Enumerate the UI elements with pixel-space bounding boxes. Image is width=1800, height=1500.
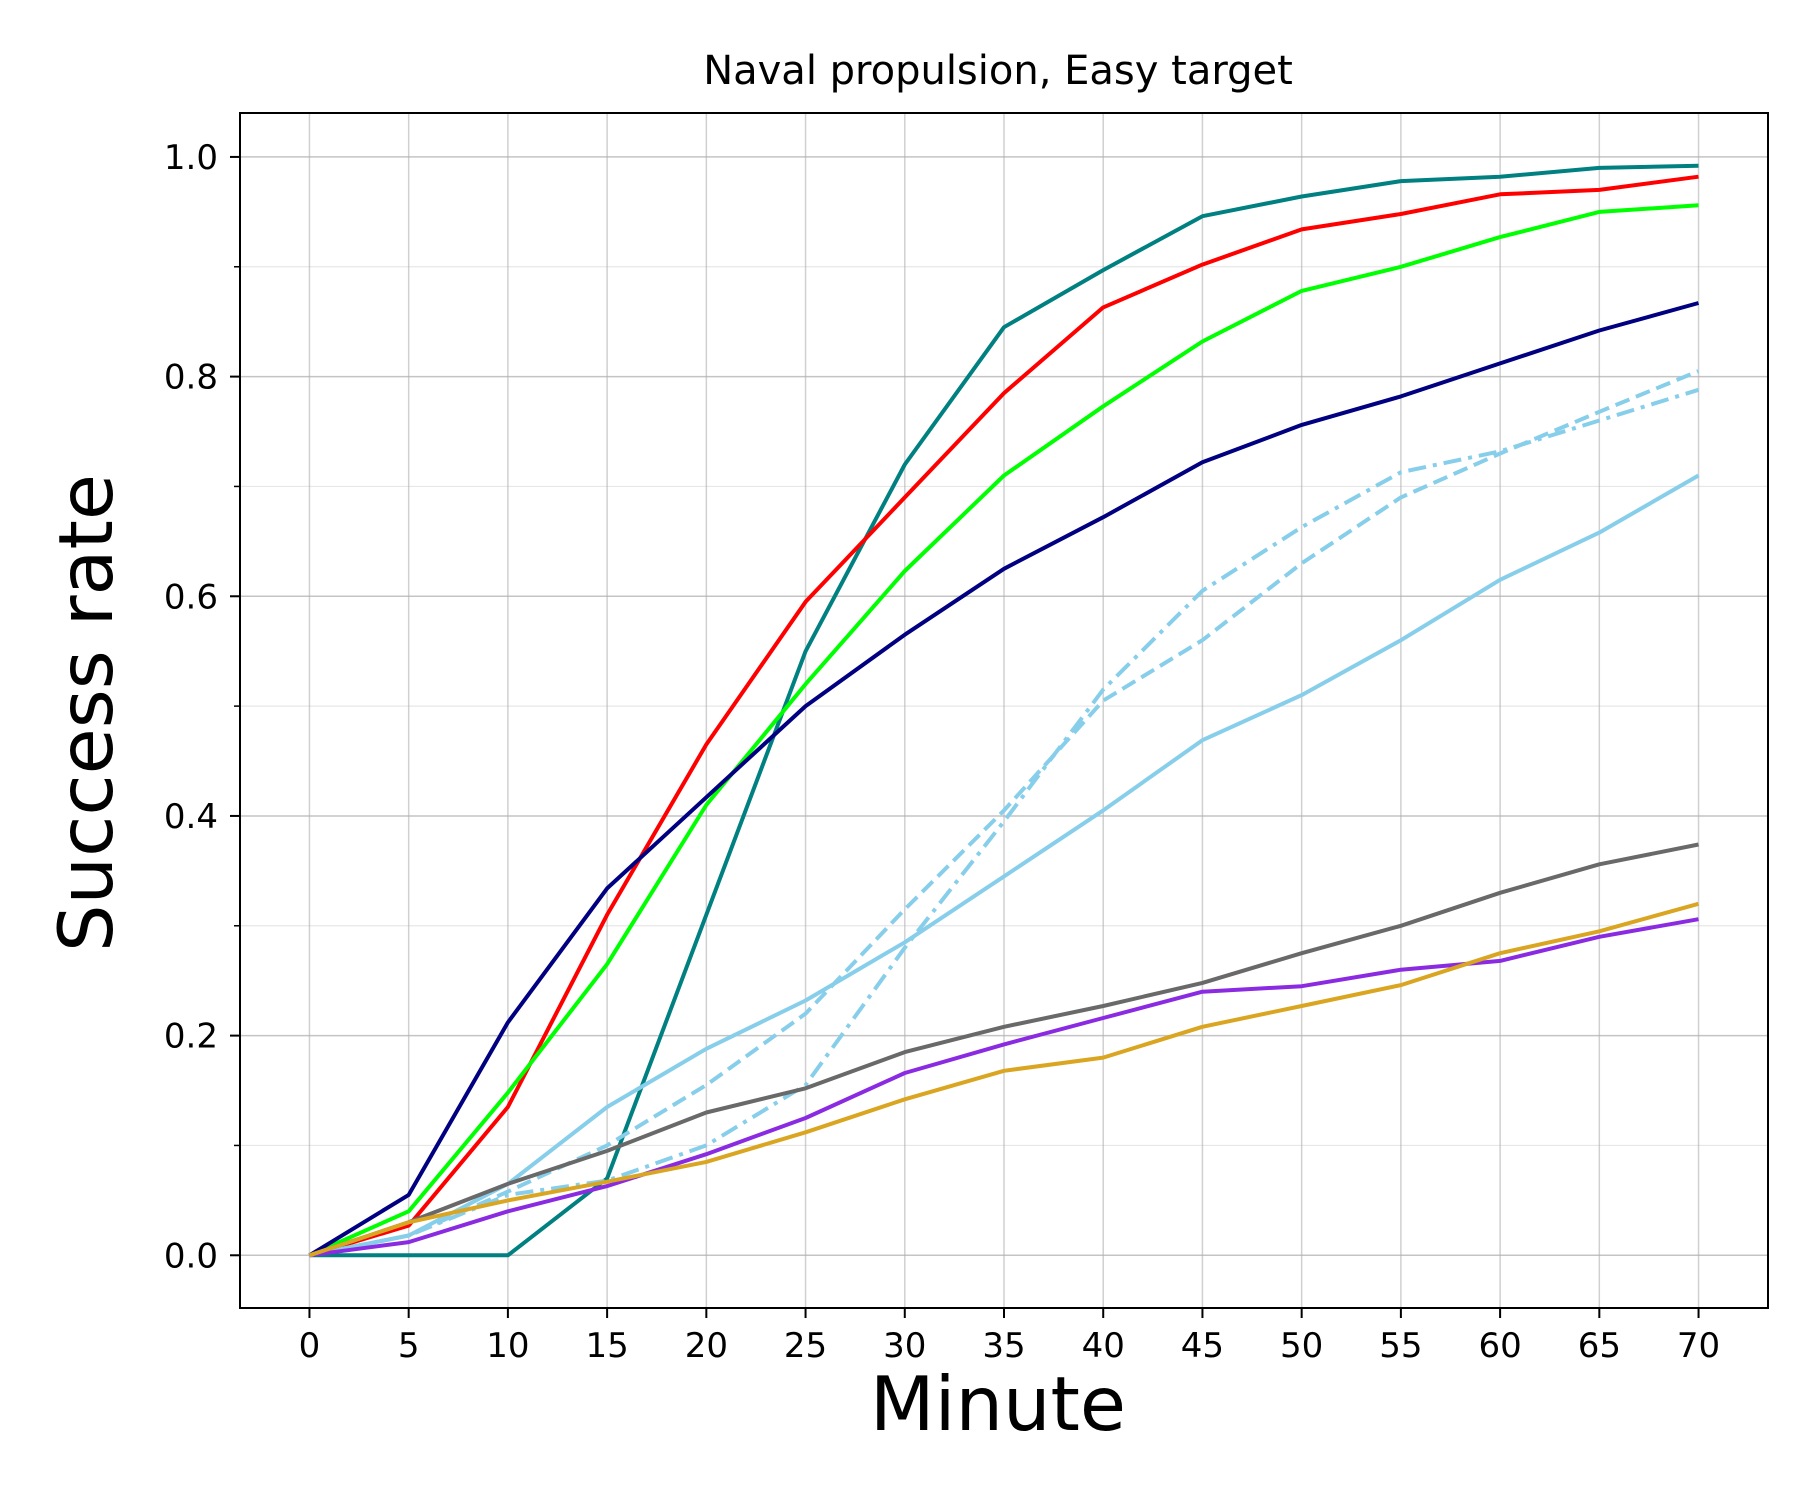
y-tick-label: 0.8 [164,358,218,398]
x-axis-title: Minute [870,1360,1126,1448]
series-line-1 [309,163,1699,1258]
x-tick-label: 45 [1181,1326,1224,1366]
x-tick-label: 40 [1082,1326,1125,1366]
y-tick-label: 0.6 [164,577,218,617]
x-tick-label: 60 [1478,1326,1521,1366]
x-tick-label: 5 [398,1326,420,1366]
series-line-2 [308,174,1699,1258]
x-tick-label: 70 [1677,1326,1720,1366]
x-tick-label: 10 [486,1326,529,1366]
x-tick-label: 35 [982,1326,1025,1366]
y-tick-label: 0.4 [164,797,218,837]
series-line-6 [309,369,1700,1258]
series-line-5 [309,387,1700,1258]
x-tick-label: 15 [585,1326,628,1366]
x-tick-label: 20 [685,1326,728,1366]
grid [240,113,1768,1308]
y-tick-label: 0.0 [164,1236,218,1276]
x-tick-labels: 0 5 10 15 20 25 30 35 40 45 50 55 60 65 70 [299,1326,1721,1366]
series-line-7 [309,473,1700,1258]
x-tick-label: 50 [1280,1326,1323,1366]
y-tick-labels: 0.0 0.2 0.4 0.6 0.8 1.0 [164,138,218,1276]
chart-title: Naval propulsion, Easy target [703,48,1293,94]
x-tick-label: 0 [299,1326,321,1366]
x-tick-label: 30 [883,1326,926,1366]
x-tick-label: 55 [1379,1326,1422,1366]
series-line-3 [308,203,1699,1258]
series-line-4 [308,301,1700,1258]
series-line-8 [308,842,1699,1258]
y-axis-title: Success rate [42,474,130,952]
axis-ticks [230,155,1700,1318]
x-tick-label: 25 [784,1326,827,1366]
y-tick-label: 1.0 [164,138,218,178]
series-line-10 [308,901,1700,1258]
x-tick-label: 65 [1578,1326,1621,1366]
series-lines [308,163,1700,1258]
y-tick-label: 0.2 [164,1017,218,1057]
